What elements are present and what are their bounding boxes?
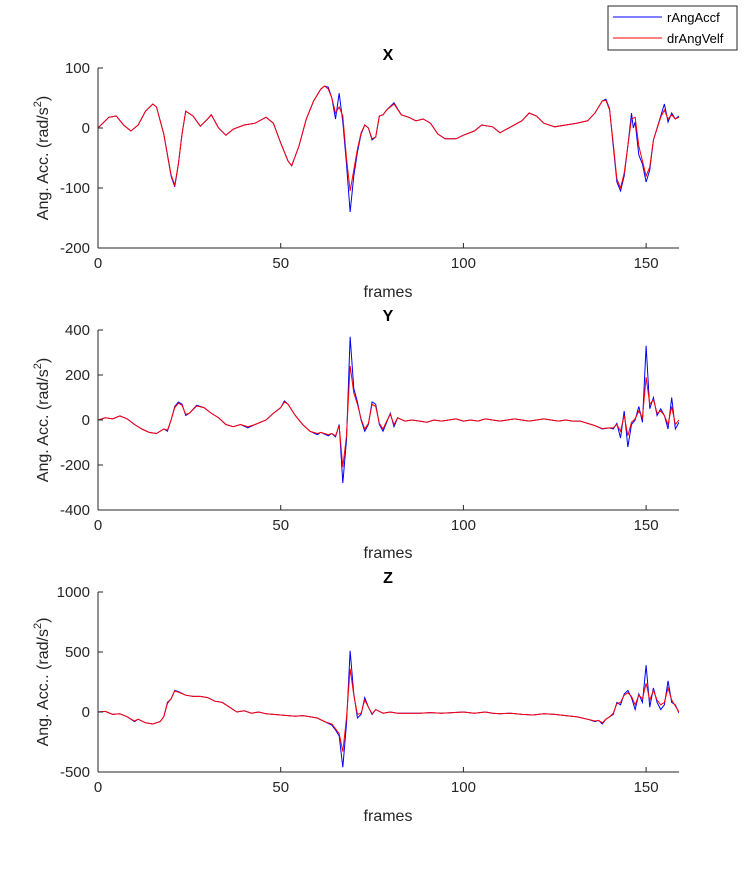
x-tick-label: 100 [451,255,476,272]
legend-label-drangvelf: drAngVelf [667,31,724,46]
y-tick-label: 0 [82,704,90,721]
y-axis-label-close: ) [35,358,52,363]
x-axis-label: frames [364,284,413,301]
subplot-x: X frames Ang. Acc. (rad/s2) 0 50 100 150 -20… [32,47,679,301]
x-tick-label: 0 [94,517,102,534]
y-tick-label: -500 [60,764,90,781]
x-tick-label: 150 [634,779,659,796]
legend-box [607,5,738,51]
y-tick-label: 500 [65,644,90,661]
subplot-y: Y frames Ang. Acc. (rad/s2) 0 50 100 150 -40… [32,308,679,562]
y-tick-label: -100 [60,180,90,197]
series-line-drangvelf [98,85,679,192]
y-axis-label-text: Ang. Acc. (rad/s [35,369,52,482]
y-axis-label: Ang. Acc.. (rad/s2) [32,618,52,747]
x-tick-label: 100 [451,517,476,534]
x-tick-label: 100 [451,779,476,796]
legend-label-rangaccf: rAngAccf [667,10,720,25]
series-line-drangvelf [98,668,679,752]
x-tick-label: 50 [272,255,289,272]
y-axis-label-superscript: 2 [32,363,44,369]
y-axis-label: Ang. Acc. (rad/s2) [32,96,52,220]
legend: rAngAccf drAngVelf [607,5,738,51]
y-axis-label-close: ) [35,96,52,101]
y-tick-label: 100 [65,60,90,77]
x-tick-label: 50 [272,779,289,796]
series-line-drangvelf [98,365,679,468]
subplot-title: Z [383,570,393,587]
x-tick-label: 0 [94,779,102,796]
y-tick-label: -400 [60,502,90,519]
x-tick-label: 50 [272,517,289,534]
subplot-title: X [383,47,394,64]
x-axis-label: frames [364,545,413,562]
x-axis-label: frames [364,808,413,825]
y-tick-label: -200 [60,457,90,474]
y-tick-label: -200 [60,240,90,257]
series-line-rangaccf [98,336,679,484]
y-tick-label: 1000 [57,584,90,601]
y-axis-label-text: Ang. Acc.. (rad/s [35,629,52,746]
x-tick-label: 0 [94,255,102,272]
y-tick-label: 200 [65,367,90,384]
y-tick-label: 0 [82,412,90,429]
subplot-title: Y [383,308,394,325]
series-line-rangaccf [98,85,679,213]
y-axis-label-close: ) [35,618,52,623]
y-axis-label: Ang. Acc. (rad/s2) [32,358,52,482]
y-axis-label-text: Ang. Acc. (rad/s [35,107,52,220]
y-tick-label: 400 [65,322,90,339]
subplot-z: Z frames Ang. Acc.. (rad/s2) 0 50 100 150 -5… [32,570,679,825]
x-tick-label: 150 [634,517,659,534]
y-axis-label-superscript: 2 [32,101,44,107]
y-tick-label: 0 [82,120,90,137]
series-line-rangaccf [98,650,679,768]
x-tick-label: 150 [634,255,659,272]
y-axis-label-superscript: 2 [32,623,44,629]
